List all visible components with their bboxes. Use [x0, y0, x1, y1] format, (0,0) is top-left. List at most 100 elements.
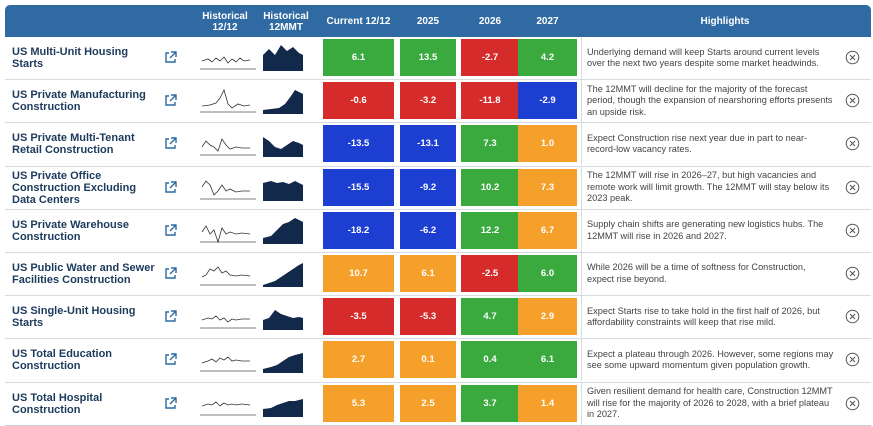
historical-sparkline	[200, 266, 256, 286]
row-name[interactable]: US Public Water and Sewer Facilities Con…	[12, 261, 155, 286]
table-header: Historical 12/12 Historical 12MMT Curren…	[5, 5, 871, 37]
table-row: US Private Manufacturing Construction -0…	[5, 80, 871, 124]
historical-sparkline	[200, 356, 256, 372]
value-cell-current: -15.5	[323, 168, 394, 206]
row-name[interactable]: US Multi-Unit Housing Starts	[12, 46, 129, 70]
value-cell-y2027: 7.3	[518, 168, 577, 206]
header-2026: 2026	[478, 16, 502, 27]
value-cell-y2027: 1.0	[518, 125, 577, 163]
table-row: US Total Hospital Construction 5.3 2.5 3.7…	[5, 382, 871, 426]
value-cell-y2027: 1.4	[518, 384, 577, 422]
divider	[581, 382, 582, 425]
table-row: US Total Education Construction 2.7 0.1 0.…	[5, 339, 871, 383]
divider	[581, 252, 582, 295]
value-cell-y2026: 4.7	[461, 298, 519, 336]
close-icon[interactable]	[845, 352, 860, 367]
highlight-text: Supply chain shifts are generating new l…	[587, 219, 824, 241]
value-cell-y2025: -9.2	[400, 168, 456, 206]
external-link-icon[interactable]	[163, 396, 178, 411]
historical-12mmt-area	[263, 45, 303, 71]
close-icon[interactable]	[845, 309, 860, 324]
historical-sparkline	[200, 400, 256, 415]
table-body: US Multi-Unit Housing Starts 6.1 13.5 -2.7…	[5, 37, 871, 426]
historical-12mmt-area	[263, 180, 303, 201]
external-link-icon[interactable]	[163, 309, 178, 324]
header-2025: 2025	[416, 16, 440, 27]
value-cell-y2025: 13.5	[400, 39, 456, 76]
forecast-table: Historical 12/12 Historical 12MMT Curren…	[5, 5, 871, 426]
value-cell-y2025: -3.2	[400, 82, 456, 120]
historical-12mmt-area	[263, 262, 303, 287]
table-row: US Private Multi-Tenant Retail Construct…	[5, 123, 871, 167]
external-link-icon[interactable]	[163, 223, 178, 238]
close-icon[interactable]	[845, 266, 860, 281]
historical-12mmt-area	[263, 310, 303, 331]
external-link-icon[interactable]	[163, 93, 178, 108]
value-cell-y2026: 7.3	[461, 125, 519, 163]
value-cell-y2026: -2.7	[461, 39, 519, 76]
historical-sparkline	[200, 89, 256, 113]
header-current: Current 12/12	[326, 16, 391, 27]
row-name[interactable]: US Total Hospital Construction	[12, 391, 103, 416]
close-icon[interactable]	[845, 223, 860, 238]
value-cell-y2025: -6.2	[400, 211, 456, 249]
row-name[interactable]: US Private Manufacturing Construction	[12, 89, 146, 114]
divider	[581, 209, 582, 252]
external-link-icon[interactable]	[163, 180, 178, 195]
row-name[interactable]: US Private Office Construction Excluding…	[12, 169, 137, 206]
value-cell-y2025: -5.3	[400, 298, 456, 336]
highlight-text: Given resilient demand for health care, …	[587, 386, 833, 420]
value-cell-y2027: 2.9	[518, 298, 577, 336]
external-link-icon[interactable]	[163, 266, 178, 281]
value-cell-y2027: 4.2	[518, 39, 577, 76]
highlight-text: Expect Construction rise next year due i…	[587, 132, 808, 155]
highlight-text: The 12MMT will decline for the majority …	[587, 83, 833, 117]
historical-sparkline	[200, 179, 256, 199]
close-icon[interactable]	[845, 93, 860, 108]
divider	[581, 339, 582, 382]
highlight-text: The 12MMT will rise in 2026–27, but high…	[587, 170, 830, 204]
highlight-text: Underlying demand will keep Starts aroun…	[587, 46, 820, 69]
value-cell-y2026: -2.5	[461, 254, 519, 292]
value-cell-y2025: 2.5	[400, 384, 456, 422]
value-cell-y2026: 0.4	[461, 341, 519, 379]
highlight-text: While 2026 will be a time of softness fo…	[587, 262, 806, 284]
divider	[581, 123, 582, 166]
close-icon[interactable]	[845, 396, 860, 411]
close-icon[interactable]	[845, 50, 860, 65]
historical-12mmt-area	[263, 90, 303, 115]
value-cell-y2027: 6.7	[518, 211, 577, 249]
historical-sparkline	[200, 315, 256, 329]
row-name[interactable]: US Private Multi-Tenant Retail Construct…	[12, 132, 135, 157]
close-icon[interactable]	[845, 136, 860, 151]
value-cell-current: -3.5	[323, 298, 394, 336]
value-cell-current: -18.2	[323, 211, 394, 249]
row-name[interactable]: US Single-Unit Housing Starts	[12, 305, 136, 330]
row-name[interactable]: US Total Education Construction	[12, 348, 113, 373]
external-link-icon[interactable]	[163, 136, 178, 151]
value-cell-current: 2.7	[323, 341, 394, 379]
header-hist-12mmt: Historical 12MMT	[263, 11, 309, 33]
header-2027: 2027	[536, 16, 559, 27]
external-link-icon[interactable]	[163, 50, 178, 65]
value-cell-current: 6.1	[323, 39, 394, 76]
value-cell-y2026: -11.8	[461, 82, 519, 120]
header-highlights: Highlights	[700, 16, 750, 27]
external-link-icon[interactable]	[163, 352, 178, 367]
divider	[581, 296, 582, 339]
table-row: US Multi-Unit Housing Starts 6.1 13.5 -2.7…	[5, 37, 871, 81]
value-cell-current: 10.7	[323, 254, 394, 292]
historical-12mmt-area	[263, 217, 303, 244]
value-cell-y2025: 0.1	[400, 341, 456, 379]
historical-sparkline	[200, 56, 256, 70]
row-name[interactable]: US Private Warehouse Construction	[12, 218, 129, 243]
header-hist-1212: Historical 12/12	[202, 11, 248, 33]
divider	[581, 80, 582, 123]
value-cell-y2027: -2.9	[518, 82, 577, 120]
value-cell-y2025: -13.1	[400, 125, 456, 163]
close-icon[interactable]	[845, 180, 860, 195]
value-cell-current: -13.5	[323, 125, 394, 163]
value-cell-y2027: 6.0	[518, 254, 577, 292]
highlight-text: Expect Starts rise to take hold in the f…	[587, 305, 820, 328]
value-cell-y2026: 3.7	[461, 384, 519, 422]
